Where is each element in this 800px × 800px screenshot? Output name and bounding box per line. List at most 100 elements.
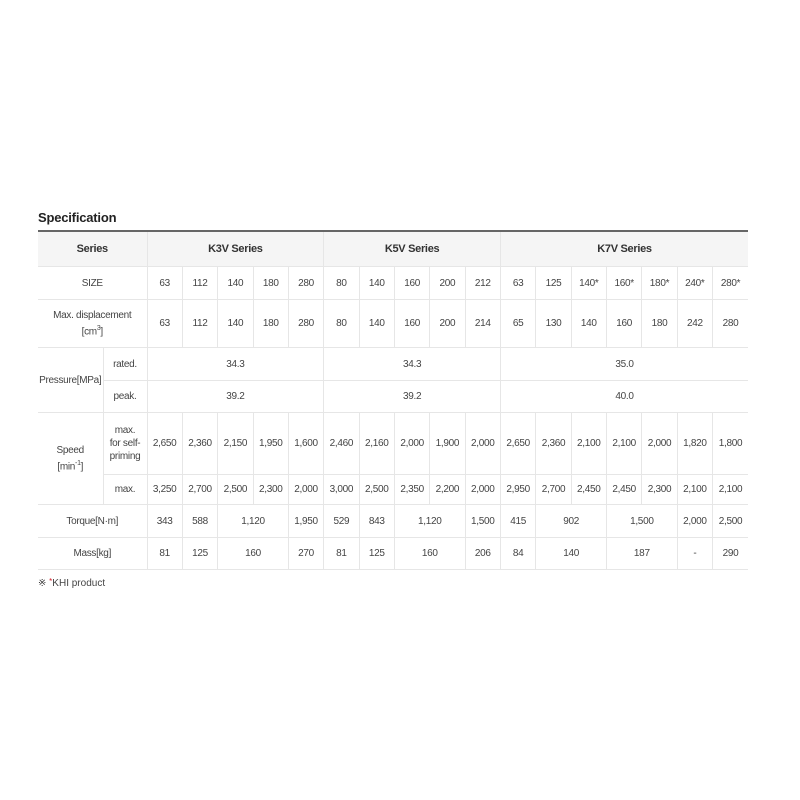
table-cell: 63 [146, 299, 183, 348]
table-cell: 112 [181, 299, 219, 348]
table-cell: 200 [429, 299, 466, 348]
table-cell: 214 [464, 299, 501, 348]
table-cell: 2,100 [570, 412, 607, 475]
table-row: Mass[kg] 81 125 160 270 81 125 160 206 84 140 187-2… [38, 537, 748, 570]
table-cell: 160 [217, 537, 289, 570]
table-cell: 290 [712, 537, 748, 570]
table-cell: 1,900 [429, 412, 466, 475]
table-cell: 843 [358, 504, 395, 538]
table-cell: 3,000 [323, 474, 360, 505]
table-cell: 39.2 [323, 380, 501, 413]
series-group-header: K5V Series [323, 230, 501, 267]
footnote-text: KHI product [52, 578, 106, 589]
table-cell: 2,500 [358, 474, 395, 505]
row-label-text: Torque[N·m] [66, 515, 119, 527]
table-cell: 81 [146, 537, 183, 570]
table-cell: 2,950 [499, 474, 537, 505]
series-group-header: K3V Series [146, 230, 325, 267]
table-cell: 84 [499, 537, 537, 570]
table-cell: 2,200 [429, 474, 466, 505]
row-sublabel: rated. [102, 347, 148, 381]
table-cell: 112 [181, 266, 219, 300]
table-cell: 2,000 [287, 474, 325, 505]
table-cell: 2,700 [181, 474, 219, 505]
table-cell: 81 [323, 537, 360, 570]
table-cell: 80 [323, 266, 360, 300]
row-group-unit: [min [57, 461, 76, 473]
row-label: Max. displacement [cm3] [38, 299, 148, 348]
table-row: Torque[N·m] 343 588 1,120 1,950 529 843 1,120 1,… [38, 504, 748, 538]
row-label-text: SIZE [81, 277, 103, 289]
table-cell: 415 [499, 504, 537, 538]
table-cell: 2,000 [641, 412, 678, 475]
table-cell: 2,160 [358, 412, 395, 475]
table-cell: 2,100 [712, 474, 748, 505]
table-cell: 80 [323, 299, 360, 348]
specification-table: Series K3V Series K5V Series K7V Series SI… [38, 230, 748, 570]
table-cell: 240* [676, 266, 714, 300]
table-cell: 1,120 [217, 504, 289, 538]
table-cell: 34.3 [323, 347, 501, 381]
table-cell: 2,500 [217, 474, 254, 505]
table-cell: 160 [393, 299, 431, 348]
table-row: SIZE 63 112 140 180 280 80 140 160 200 212 63 125 140… [38, 266, 748, 300]
table-cell: 1,950 [252, 412, 289, 475]
row-label-text: Mass[kg] [73, 548, 112, 559]
table-cell: 2,000 [676, 504, 714, 538]
table-cell: 2,650 [146, 412, 183, 475]
table-cell: 2,100 [605, 412, 643, 475]
table-cell: 2,450 [570, 474, 607, 505]
row-label-end: ] [100, 326, 103, 338]
table-cell: 1,950 [287, 504, 325, 538]
table-cell: 280 [712, 299, 748, 348]
table-cell: 902 [535, 504, 607, 538]
row-sublabel: peak. [103, 380, 148, 413]
table-cell: 140 [358, 299, 395, 348]
table-cell: 2,360 [181, 412, 219, 475]
table-cell: 160* [605, 266, 643, 300]
footnote-star: * [49, 577, 53, 586]
row-sublabel: max. [103, 474, 148, 505]
table-cell: 35.0 [499, 347, 748, 381]
table-cell: 34.3 [146, 347, 325, 381]
table-cell: 125 [358, 537, 395, 570]
table-cell: 130 [535, 299, 572, 348]
table-cell: 65 [499, 299, 537, 348]
table-cell: 160 [393, 266, 431, 300]
table-cell: 280 [287, 299, 325, 348]
table-cell: 280 [287, 266, 325, 300]
table-row: Speed [min-1] max. for self-priming 2,650 2,… [38, 412, 748, 505]
table-row: Pressure[MPa] rated. 34.3 34.3 35.0 [38, 347, 748, 413]
table-cell: 2,650 [499, 412, 537, 475]
table-cell: 2,450 [605, 474, 643, 505]
table-cell: 1,500 [605, 504, 678, 538]
row-label: Torque[N·m] [38, 504, 148, 538]
row-group-sup: -1 [75, 459, 81, 467]
table-cell: 1,800 [712, 412, 748, 475]
table-cell: 180 [252, 266, 289, 300]
row-label: Mass[kg] [38, 537, 148, 570]
table-cell: 1,120 [393, 504, 466, 538]
table-cell: 212 [464, 266, 501, 300]
table-cell: 529 [323, 504, 360, 538]
table-cell: 2,300 [641, 474, 678, 505]
row-label-unit: [cm [81, 326, 98, 338]
table-cell: 200 [429, 266, 466, 300]
table-cell: 140* [570, 266, 607, 300]
table-cell: 1,500 [464, 504, 501, 538]
row-label-sup: 3 [96, 324, 101, 332]
row-group-text: Pressure[MPa] [39, 374, 102, 386]
footnote-mark: ※ [38, 578, 47, 589]
table-cell: 2,300 [252, 474, 289, 505]
table-cell: 2,100 [676, 474, 714, 505]
table-cell: 280* [712, 266, 748, 300]
table-cell: 2,360 [535, 412, 572, 475]
page-title: Specification [38, 210, 117, 225]
table-cell: 2,350 [393, 474, 431, 505]
table-cell: 2,150 [217, 412, 254, 475]
row-label-text: Max. displacement [53, 309, 132, 321]
table-cell: 2,700 [535, 474, 572, 505]
row-group-label: Pressure[MPa] [38, 347, 104, 413]
row-label: SIZE [38, 266, 148, 300]
table-cell: 140 [535, 537, 607, 570]
